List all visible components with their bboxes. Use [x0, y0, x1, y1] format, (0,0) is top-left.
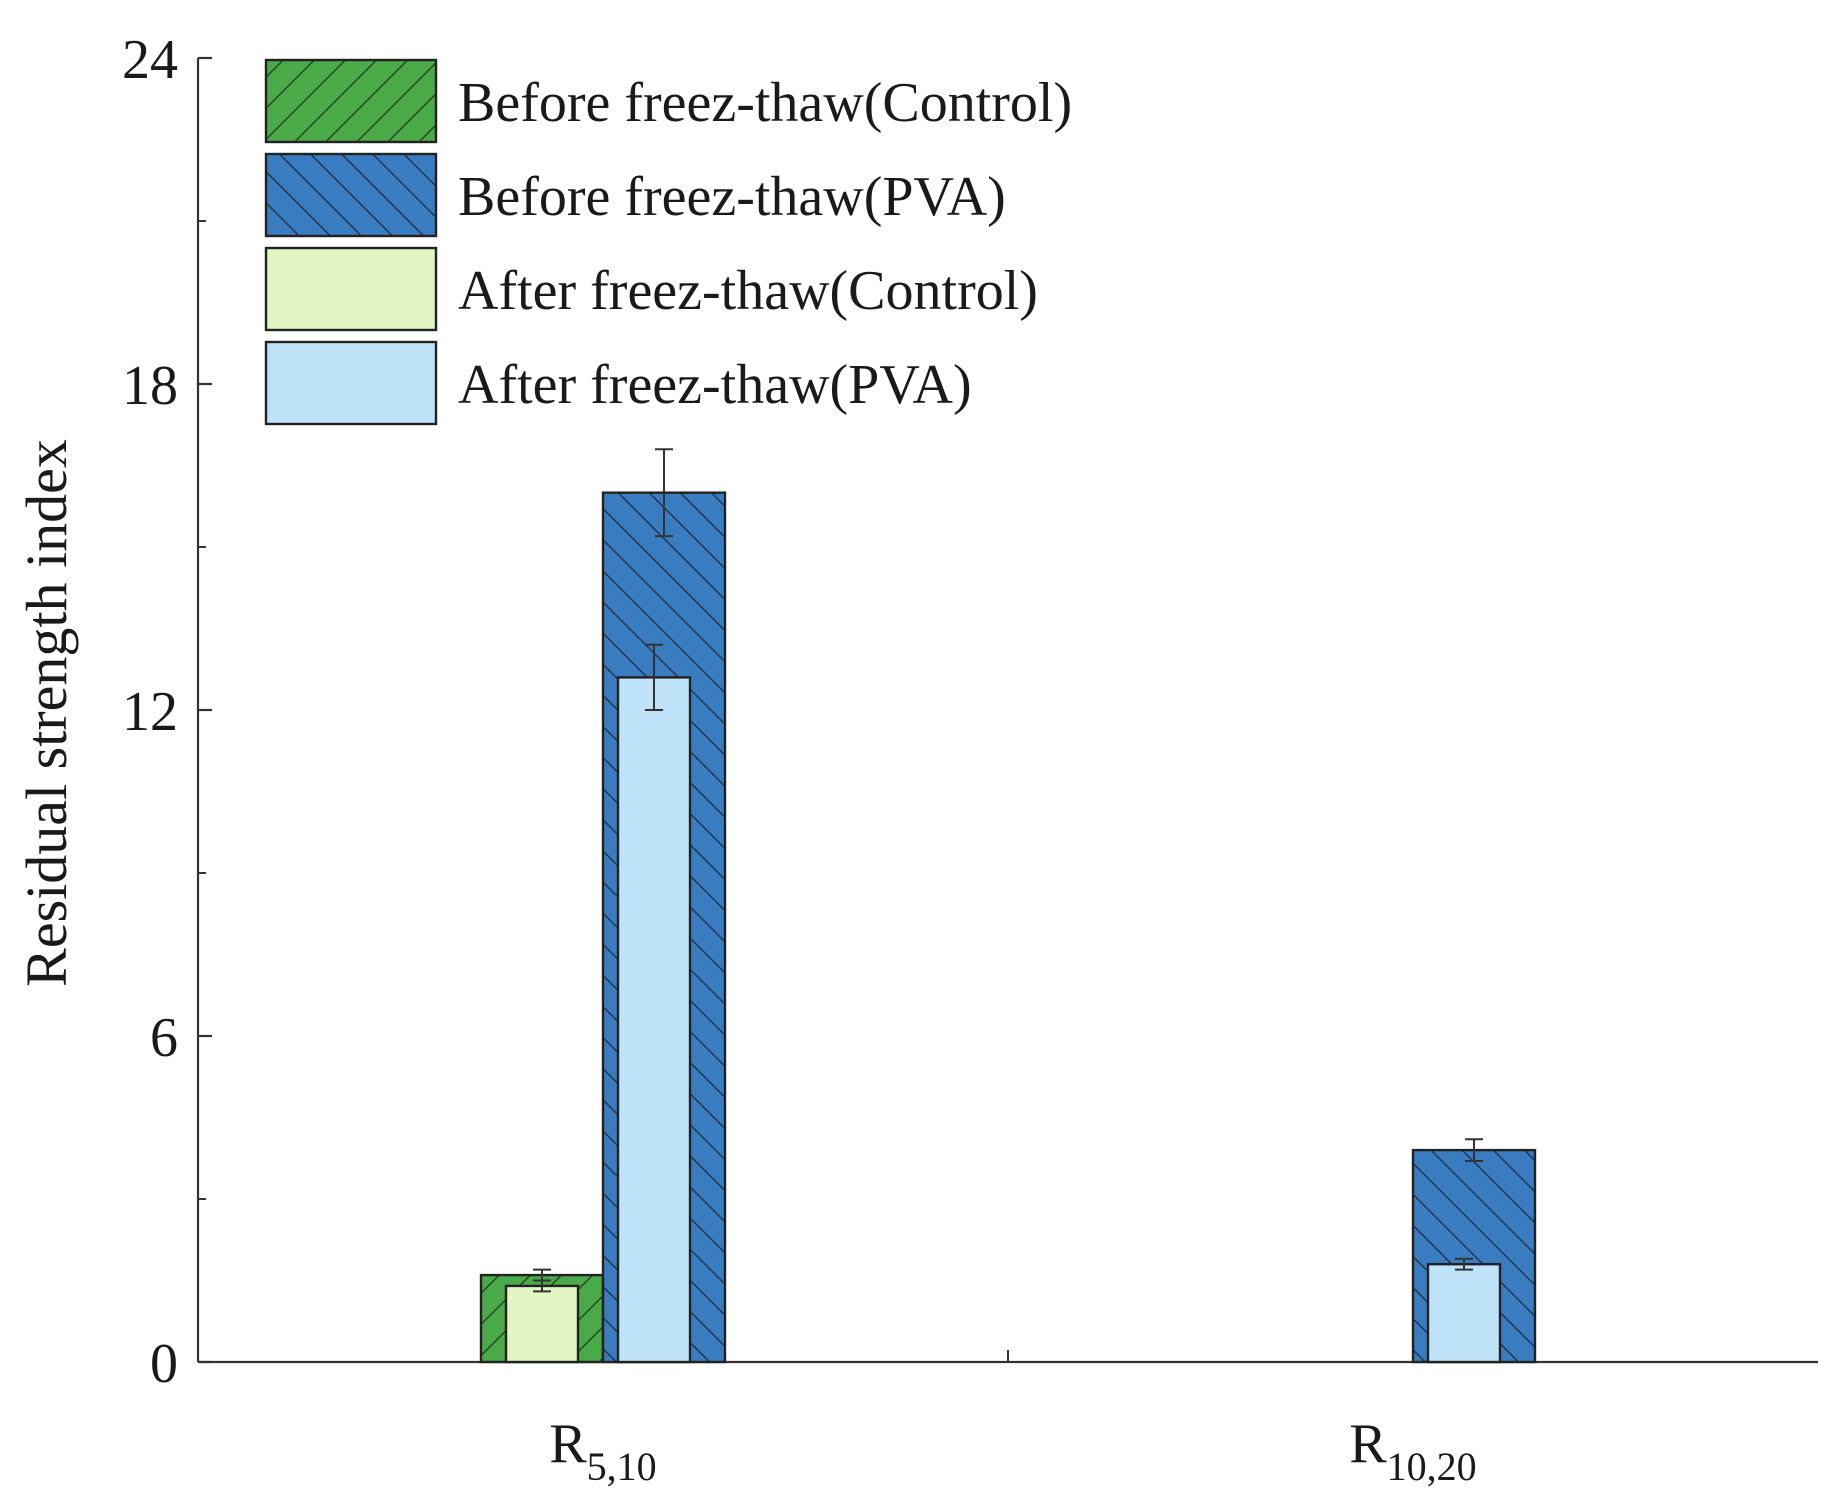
legend-swatch: [264, 152, 438, 238]
legend-label: Before freez-thaw(Control): [458, 72, 1072, 134]
legend-label: Before freez-thaw(PVA): [458, 166, 1006, 228]
plot-area: 0 6 12 18 24 R5,10 R10,20: [122, 29, 1818, 1489]
y-tick-label: 18: [122, 355, 178, 417]
legend-swatch: [264, 58, 438, 144]
legend-label: After freez-thaw(PVA): [458, 354, 972, 416]
bar: [504, 1284, 580, 1364]
legend-label: After freez-thaw(Control): [458, 260, 1038, 322]
y-axis-label: Residual strength index: [14, 439, 79, 987]
legend: Before freez-thaw(Control) Before freez-t…: [264, 58, 1072, 426]
x-tick-label: R10,20: [1349, 1413, 1476, 1489]
y-tick-label: 24: [122, 29, 178, 91]
y-tick-label: 0: [150, 1333, 178, 1395]
bar: [1426, 1262, 1502, 1364]
x-tick-label: R5,10: [549, 1413, 656, 1489]
y-tick-label: 6: [150, 1007, 178, 1069]
y-tick-label: 12: [122, 681, 178, 743]
legend-swatch: [264, 246, 438, 332]
bar: [616, 676, 692, 1364]
legend-swatch: [264, 340, 438, 426]
